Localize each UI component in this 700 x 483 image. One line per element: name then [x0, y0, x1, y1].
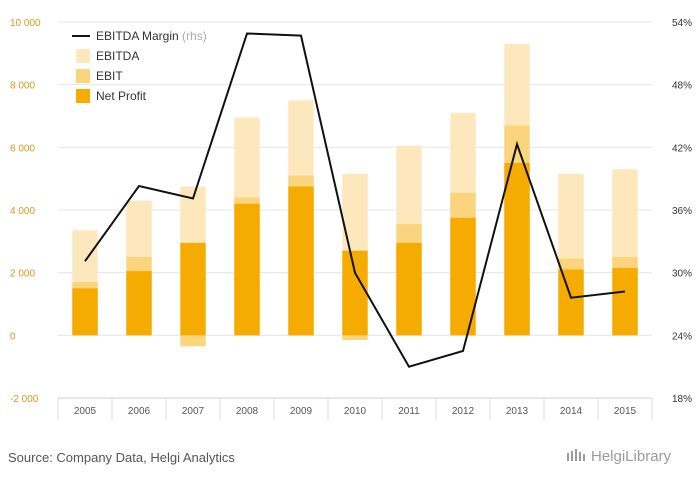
legend-swatch-ebitda	[76, 49, 90, 63]
left-tick-label: 10 000	[10, 18, 41, 29]
right-tick-label: 54%	[672, 18, 692, 29]
right-tick-label: 48%	[672, 81, 692, 92]
legend-label-ebitda-margin: EBITDA Margin (rhs)	[96, 29, 207, 43]
bar-net-profit-2006	[126, 271, 152, 336]
legend-label-ebitda: EBITDA	[96, 49, 139, 63]
right-tick-label: 42%	[672, 143, 692, 154]
legend: EBITDA Margin (rhs) EBITDA EBIT Net Prof…	[72, 29, 207, 103]
legend-label-ebit: EBIT	[96, 69, 123, 83]
right-tick-label: 24%	[672, 331, 692, 342]
bar-net-profit-2008	[234, 203, 260, 336]
legend-swatch-ebit	[76, 69, 90, 83]
x-tick-label: 2012	[452, 406, 475, 417]
right-tick-label: 18%	[672, 394, 692, 405]
logo-text: HelgiLibrary	[591, 448, 672, 465]
ebitda-margin-line	[84, 32, 626, 368]
source-note: Source: Company Data, Helgi Analytics	[8, 450, 235, 465]
library-icon	[567, 449, 585, 461]
bars	[72, 43, 638, 347]
left-tick-label: 2 000	[10, 269, 35, 280]
x-tick-label: 2014	[560, 406, 583, 417]
x-tick-label: 2013	[506, 406, 529, 417]
left-tick-label: 6 000	[10, 143, 35, 154]
x-tick-label: 2011	[398, 406, 420, 417]
legend-label-net-profit: Net Profit	[96, 89, 147, 103]
left-tick-label: 8 000	[10, 81, 35, 92]
right-tick-label: 30%	[672, 269, 692, 280]
x-tick-label: 2008	[236, 406, 259, 417]
x-tick-label: 2005	[74, 406, 97, 417]
helgi-library-logo: HelgiLibrary	[566, 448, 671, 465]
bar-net-profit-2014	[558, 269, 584, 336]
x-tick-label: 2007	[182, 406, 205, 417]
x-axis: 2005 2006 2007 2008 2009 2010 2011 2012 2013 2014…	[57, 397, 653, 420]
x-tick-label: 2006	[128, 406, 151, 417]
margin-line	[84, 32, 626, 368]
bar-net-profit-2009	[288, 186, 314, 336]
x-tick-label: 2009	[290, 406, 313, 417]
right-tick-label: 36%	[672, 206, 692, 217]
bar-net-profit-2005	[72, 288, 98, 336]
x-tick-label: 2010	[344, 406, 367, 417]
left-tick-label: 4 000	[10, 206, 35, 217]
left-tick-label: -2 000	[10, 394, 39, 405]
bar-net-profit-2007	[180, 242, 206, 336]
bar-ebit-2010	[342, 335, 368, 341]
legend-swatch-net-profit	[76, 89, 90, 103]
left-tick-label: 0	[10, 331, 16, 342]
left-axis-ticks: -2 000 0 2 000 4 000 6 000 8 000 10 000	[10, 18, 41, 405]
bar-net-profit-2010	[342, 250, 368, 336]
right-axis-ticks: 18% 24% 30% 36% 42% 48% 54%	[672, 18, 692, 405]
bar-net-profit-2013	[504, 163, 530, 336]
bar-net-profit-2015	[612, 267, 638, 336]
bar-net-profit-2011	[396, 242, 422, 336]
x-tick-label: 2015	[614, 406, 637, 417]
bar-ebit-2007	[180, 335, 206, 347]
